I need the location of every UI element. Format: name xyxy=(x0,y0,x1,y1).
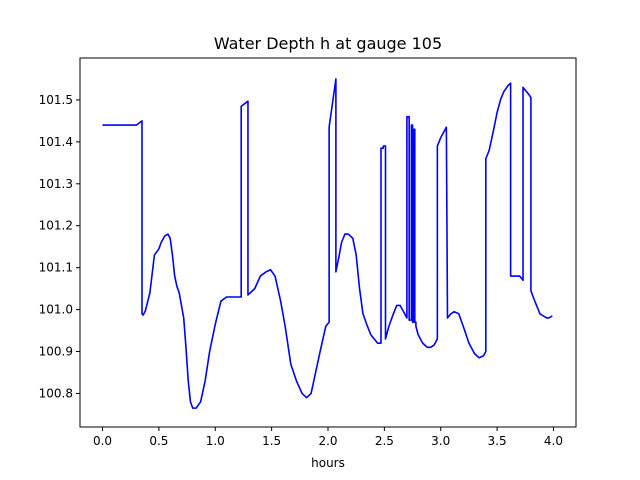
y-tick-label: 100.9 xyxy=(39,345,73,359)
plot-area xyxy=(79,57,577,428)
y-tick-label: 101.0 xyxy=(39,303,73,317)
axis-ticks: 0.0 0.5 1.0 1.5 2.0 2.5 3.0 3.5 4.0 100.8 100.9 101… xyxy=(39,93,563,448)
x-tick-label: 2.5 xyxy=(375,434,394,448)
x-tick-label: 2.0 xyxy=(318,434,337,448)
y-tick-label: 101.2 xyxy=(39,219,73,233)
x-tick-label: 3.0 xyxy=(431,434,450,448)
x-tick-label: 1.0 xyxy=(206,434,225,448)
y-tick-label: 101.1 xyxy=(39,261,73,275)
y-tick-label: 101.4 xyxy=(39,135,73,149)
y-tick-label: 101.3 xyxy=(39,177,73,191)
x-tick-label: 3.5 xyxy=(488,434,507,448)
x-tick-label: 1.5 xyxy=(262,434,281,448)
chart-title: Water Depth h at gauge 105 xyxy=(214,34,442,53)
x-tick-label: 4.0 xyxy=(544,434,563,448)
x-tick-label: 0.5 xyxy=(149,434,168,448)
y-tick-label: 100.8 xyxy=(39,386,73,400)
series-line-0 xyxy=(102,78,553,409)
x-axis-label: hours xyxy=(311,456,345,470)
series-layer xyxy=(102,78,553,409)
y-tick-label: 101.5 xyxy=(39,93,73,107)
x-tick-label: 0.0 xyxy=(93,434,112,448)
